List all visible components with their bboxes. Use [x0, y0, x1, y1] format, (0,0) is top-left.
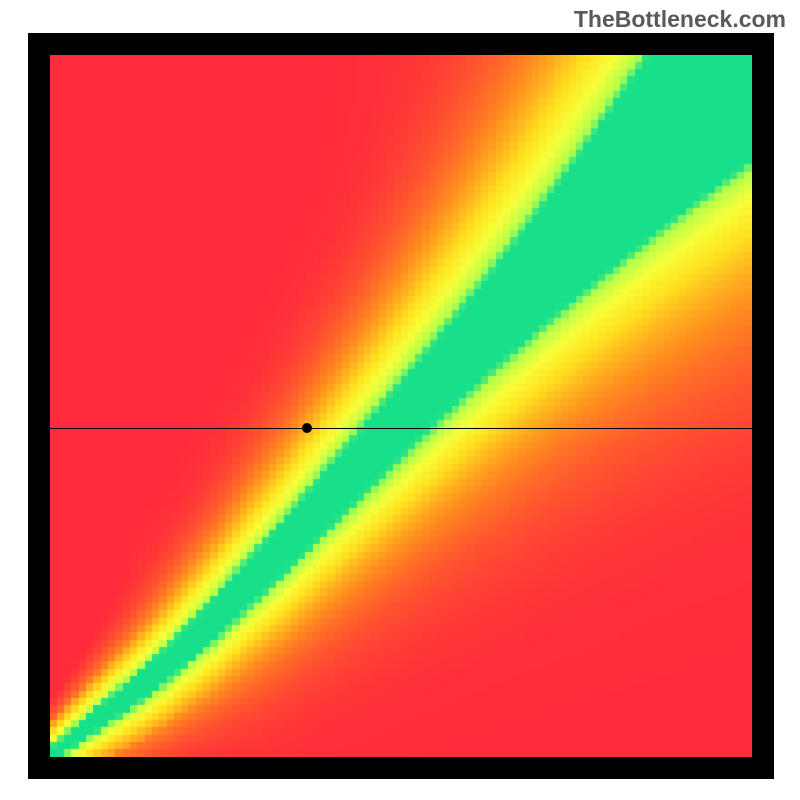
crosshair-horizontal [50, 428, 752, 429]
marker-dot [302, 423, 312, 433]
heatmap-plot [50, 55, 752, 757]
stage: TheBottleneck.com [0, 0, 800, 800]
heatmap-canvas [50, 55, 752, 757]
watermark-text: TheBottleneck.com [574, 6, 786, 33]
